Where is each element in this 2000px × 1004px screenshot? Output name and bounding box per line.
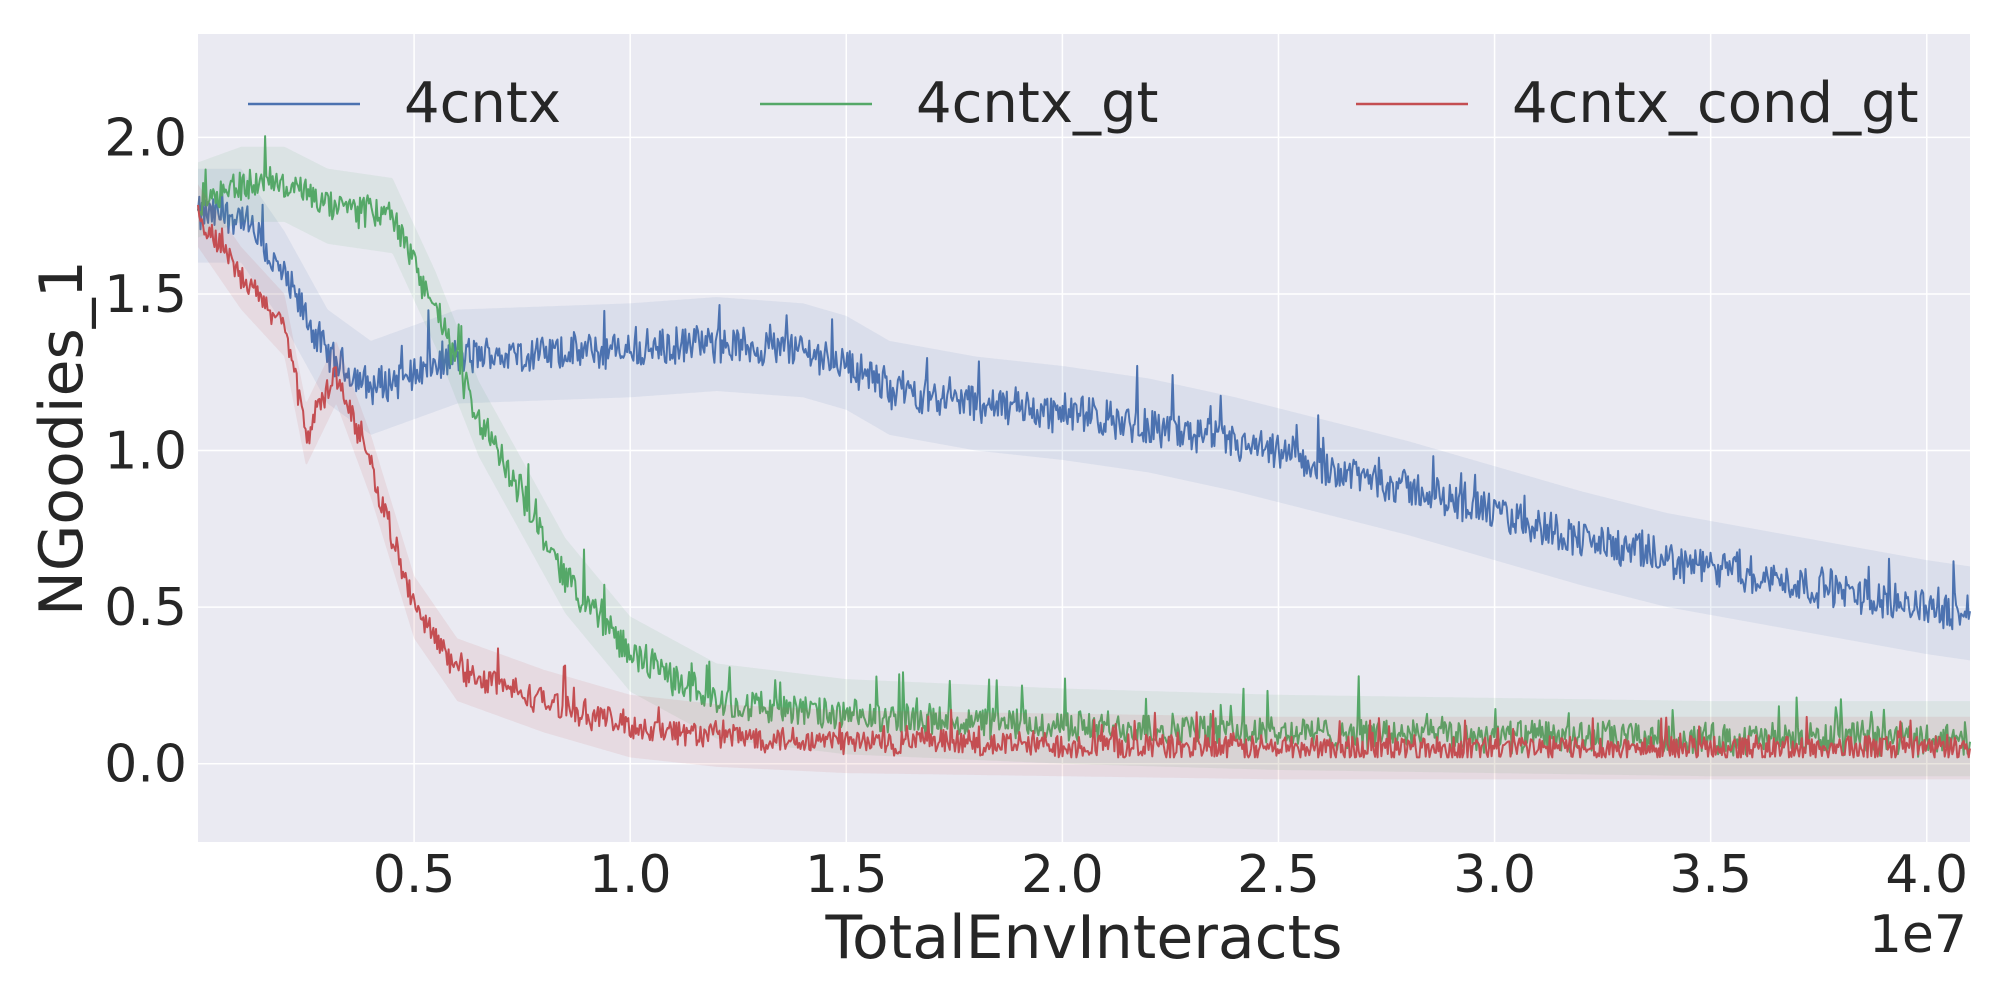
x-tick-label: 2.0 bbox=[1021, 845, 1104, 905]
x-tick-label: 1.5 bbox=[805, 845, 888, 905]
x-tick-labels: 0.5 1.0 1.5 2.0 2.5 3.0 3.5 4.0 bbox=[373, 845, 1968, 905]
series-layer bbox=[197, 135, 1971, 780]
series-line-4cntx bbox=[197, 187, 1971, 631]
x-tick-label: 3.0 bbox=[1453, 845, 1536, 905]
legend-label-4cntx_gt: 4cntx_gt bbox=[916, 71, 1159, 136]
series-band-4cntx_cond_gt bbox=[198, 184, 1970, 780]
y-axis-label: NGoodies_1 bbox=[27, 260, 97, 616]
y-tick-label: 1.0 bbox=[104, 422, 187, 482]
y-tick-label: 0.5 bbox=[104, 578, 187, 638]
grid-lines bbox=[198, 34, 1970, 842]
series-line-4cntx_cond_gt bbox=[197, 204, 1971, 759]
y-tick-label: 1.5 bbox=[104, 265, 187, 325]
x-tick-label: 0.5 bbox=[373, 845, 456, 905]
y-tick-label: 0.0 bbox=[104, 735, 187, 795]
legend-label-4cntx_cond_gt: 4cntx_cond_gt bbox=[1512, 71, 1919, 136]
x-axis-label: TotalEnvInteracts bbox=[825, 903, 1343, 973]
y-tick-labels: 0.0 0.5 1.0 1.5 2.0 bbox=[104, 108, 187, 794]
x-offset-label: 1e7 bbox=[1869, 905, 1967, 965]
x-tick-label: 2.5 bbox=[1237, 845, 1320, 905]
x-tick-label: 1.0 bbox=[589, 845, 672, 905]
x-tick-label: 3.5 bbox=[1669, 845, 1752, 905]
legend: 4cntx 4cntx_gt 4cntx_cond_gt bbox=[248, 71, 1919, 136]
y-tick-label: 2.0 bbox=[104, 108, 187, 168]
legend-label-4cntx: 4cntx bbox=[404, 71, 561, 136]
x-tick-label: 4.0 bbox=[1885, 845, 1968, 905]
